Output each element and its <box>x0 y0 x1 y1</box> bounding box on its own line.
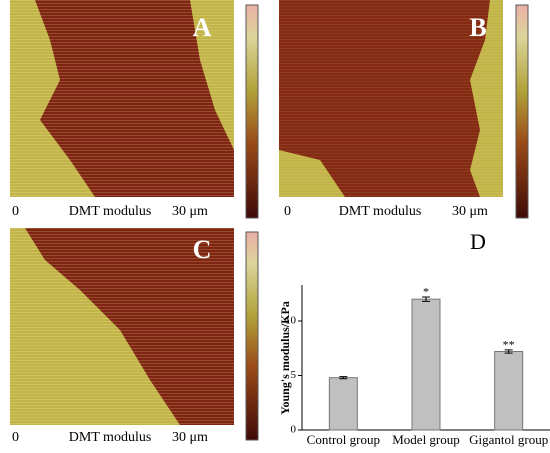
scale-start: 0 <box>12 204 19 219</box>
error-bar <box>504 349 513 354</box>
scale-end: 30 μm <box>452 204 488 219</box>
y-axis-label: Young's modulus/KPa <box>278 301 292 415</box>
panel-label: D <box>470 229 486 254</box>
error-bar <box>339 376 348 380</box>
bar <box>328 377 358 431</box>
scale-end: 30 μm <box>172 204 208 219</box>
colorbar <box>245 231 259 441</box>
colorbar <box>245 4 259 219</box>
afm-image-c <box>10 228 234 425</box>
bar <box>411 298 441 431</box>
significance-marker: ** <box>503 338 515 352</box>
scale-end: 30 μm <box>172 430 208 445</box>
scale-title: DMT modulus <box>69 430 152 445</box>
afm-image-a <box>10 0 234 197</box>
significance-marker: * <box>423 285 429 299</box>
scale-title: DMT modulus <box>339 204 422 219</box>
panel-label: C <box>193 235 212 264</box>
y-tick-label: 10 <box>285 315 297 327</box>
x-tick-label: Model group <box>392 432 460 447</box>
y-tick-label: 0 <box>291 424 297 436</box>
scale-start: 0 <box>284 204 291 219</box>
x-tick-label: Gigantol group <box>469 432 548 447</box>
afm-image-b <box>279 0 503 197</box>
scale-title: DMT modulus <box>69 204 152 219</box>
y-tick-label: 5 <box>291 369 297 381</box>
x-tick-label: Control group <box>307 432 380 447</box>
error-bar <box>422 296 430 302</box>
panel-label: A <box>193 13 212 42</box>
colorbar <box>515 4 529 219</box>
bar <box>494 351 524 431</box>
panel-label: B <box>469 13 486 42</box>
scale-start: 0 <box>12 430 19 445</box>
